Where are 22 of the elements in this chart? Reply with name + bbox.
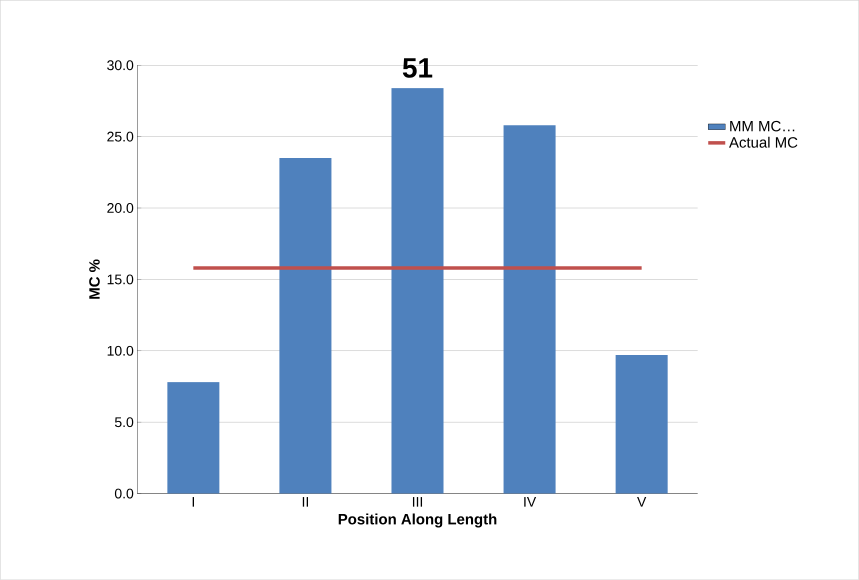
y-axis-title: MC %	[89, 260, 100, 299]
legend-label: MM MC…	[730, 120, 794, 132]
bar	[279, 158, 332, 494]
y-tick-label: 0.0	[114, 488, 134, 499]
x-tick-label: III	[412, 497, 422, 507]
x-axis-title: Position Along Length	[338, 514, 496, 528]
y-tick-label: 20.0	[107, 203, 134, 214]
y-tick-label: 10.0	[108, 346, 134, 356]
chart-title: 51	[402, 58, 432, 78]
bar	[391, 88, 444, 494]
x-tick-label: I	[192, 497, 194, 507]
legend-label: Actual MC	[729, 136, 798, 148]
x-tick-label: V	[637, 497, 646, 507]
x-tick-label: II	[302, 497, 308, 507]
y-tick-label: 15.0	[108, 274, 134, 284]
bar	[616, 355, 668, 494]
y-tick-label: 25.0	[107, 132, 134, 142]
bar	[504, 125, 556, 494]
x-tick-label: IV	[524, 497, 536, 507]
bar	[167, 382, 220, 494]
y-tick-label: 30.0	[107, 60, 134, 70]
y-tick-label: 5.0	[114, 417, 134, 428]
